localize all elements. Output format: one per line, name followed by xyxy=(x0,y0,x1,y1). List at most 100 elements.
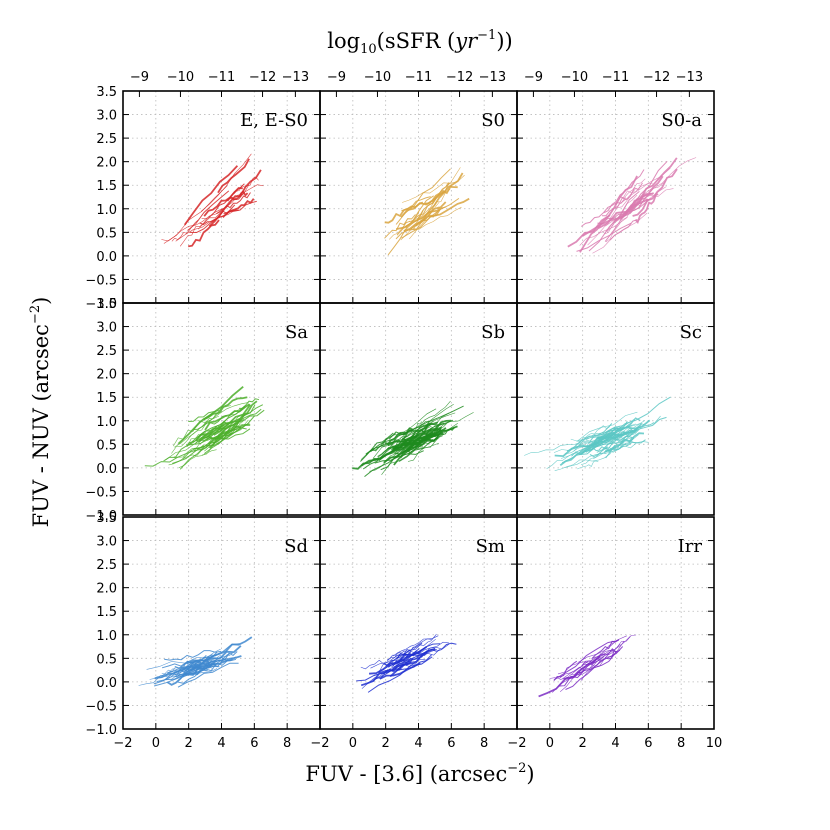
track xyxy=(581,648,621,667)
y-tick-label: 0.5 xyxy=(96,652,117,667)
x-tick-label: 4 xyxy=(217,736,225,751)
track xyxy=(579,217,628,246)
panel-e-e-s0: E, E-S0−1.0−0.50.00.51.01.52.02.53.03.5−… xyxy=(85,70,321,312)
track xyxy=(559,655,604,693)
track xyxy=(208,169,262,227)
y-tick-label: 0.0 xyxy=(96,462,117,477)
track xyxy=(379,662,421,680)
track xyxy=(385,424,429,452)
track xyxy=(197,402,249,423)
y-tick-label: −1.0 xyxy=(85,723,117,738)
track xyxy=(213,428,251,444)
y-tick-label: 1.0 xyxy=(96,415,117,430)
top-tick-label: −10 xyxy=(364,70,391,85)
track xyxy=(401,196,431,212)
track xyxy=(161,654,207,669)
track xyxy=(144,448,203,467)
track xyxy=(636,157,697,204)
tracks xyxy=(538,634,637,698)
x-tick-label: 4 xyxy=(611,736,619,751)
track xyxy=(195,421,229,442)
panels: E, E-S0 −1.0 −0.5 0.0 0.5 1.0 1.5 2.0 2.5 3.0 3.5 −… xyxy=(85,70,722,751)
track xyxy=(393,437,425,466)
track xyxy=(592,212,648,254)
x-tick-label: 6 xyxy=(447,736,455,751)
track xyxy=(226,190,249,202)
ticks xyxy=(516,302,715,516)
y-tick-label: 2.5 xyxy=(96,344,117,359)
x-tick-label: −2 xyxy=(310,736,329,751)
track xyxy=(383,649,411,667)
y-tick-label: 3.5 xyxy=(96,85,117,100)
track xyxy=(403,400,451,439)
track xyxy=(162,648,221,681)
y-tick-label: −0.5 xyxy=(85,699,117,714)
track xyxy=(606,194,638,233)
track xyxy=(179,668,218,680)
track xyxy=(546,449,584,469)
track xyxy=(577,635,627,663)
grid xyxy=(517,91,714,303)
x-tick-label: 2 xyxy=(382,736,390,751)
y-tick-label: −0.5 xyxy=(85,273,117,288)
top-tick-label: −9 xyxy=(327,70,346,85)
track xyxy=(580,197,626,227)
track xyxy=(367,656,433,693)
track xyxy=(549,663,595,679)
x-axis-label: FUV - [3.6] (arcsec−2) xyxy=(305,761,534,786)
x-tick-label: 2 xyxy=(579,736,587,751)
track xyxy=(566,423,612,452)
track xyxy=(163,185,228,244)
track xyxy=(372,649,430,681)
top-tick-label: −10 xyxy=(167,70,194,85)
track xyxy=(360,659,389,670)
track xyxy=(524,440,590,456)
track xyxy=(183,165,239,226)
y-tick-label: 3.0 xyxy=(96,109,117,124)
track xyxy=(146,656,210,670)
track xyxy=(400,419,452,446)
panel-label: S0-a xyxy=(661,110,702,131)
track xyxy=(580,640,625,681)
track xyxy=(186,405,246,448)
track xyxy=(201,405,231,428)
track xyxy=(193,658,237,675)
track xyxy=(618,182,653,199)
track xyxy=(582,198,648,237)
tracks xyxy=(384,167,470,256)
x-tick-label: 0 xyxy=(152,736,160,751)
y-tick-label: 3.5 xyxy=(96,297,117,312)
panel-label: E, E-S0 xyxy=(240,110,308,131)
grid xyxy=(320,517,517,729)
track xyxy=(634,193,659,224)
track xyxy=(175,209,237,242)
y-tick-label: 2.0 xyxy=(96,156,117,171)
track xyxy=(384,427,413,445)
top-tick-label: −9 xyxy=(524,70,543,85)
track xyxy=(370,648,424,669)
track xyxy=(577,411,638,442)
y-tick-label: 1.5 xyxy=(96,179,117,194)
top-tick-label: −13 xyxy=(676,70,703,85)
track xyxy=(396,195,434,236)
track xyxy=(206,419,249,446)
track xyxy=(384,214,416,239)
tracks xyxy=(567,157,697,254)
x-tick-label: −2 xyxy=(507,736,526,751)
track xyxy=(582,422,613,439)
track xyxy=(613,421,655,441)
track xyxy=(600,431,626,439)
track xyxy=(563,669,586,681)
grid xyxy=(517,517,714,729)
y-tick-label: 3.0 xyxy=(96,535,117,550)
track xyxy=(577,460,599,470)
track xyxy=(576,222,632,252)
track xyxy=(203,187,243,217)
track xyxy=(408,188,451,231)
track xyxy=(399,442,440,457)
track xyxy=(408,427,438,454)
track xyxy=(188,410,219,422)
track xyxy=(204,403,251,431)
track xyxy=(615,178,646,206)
